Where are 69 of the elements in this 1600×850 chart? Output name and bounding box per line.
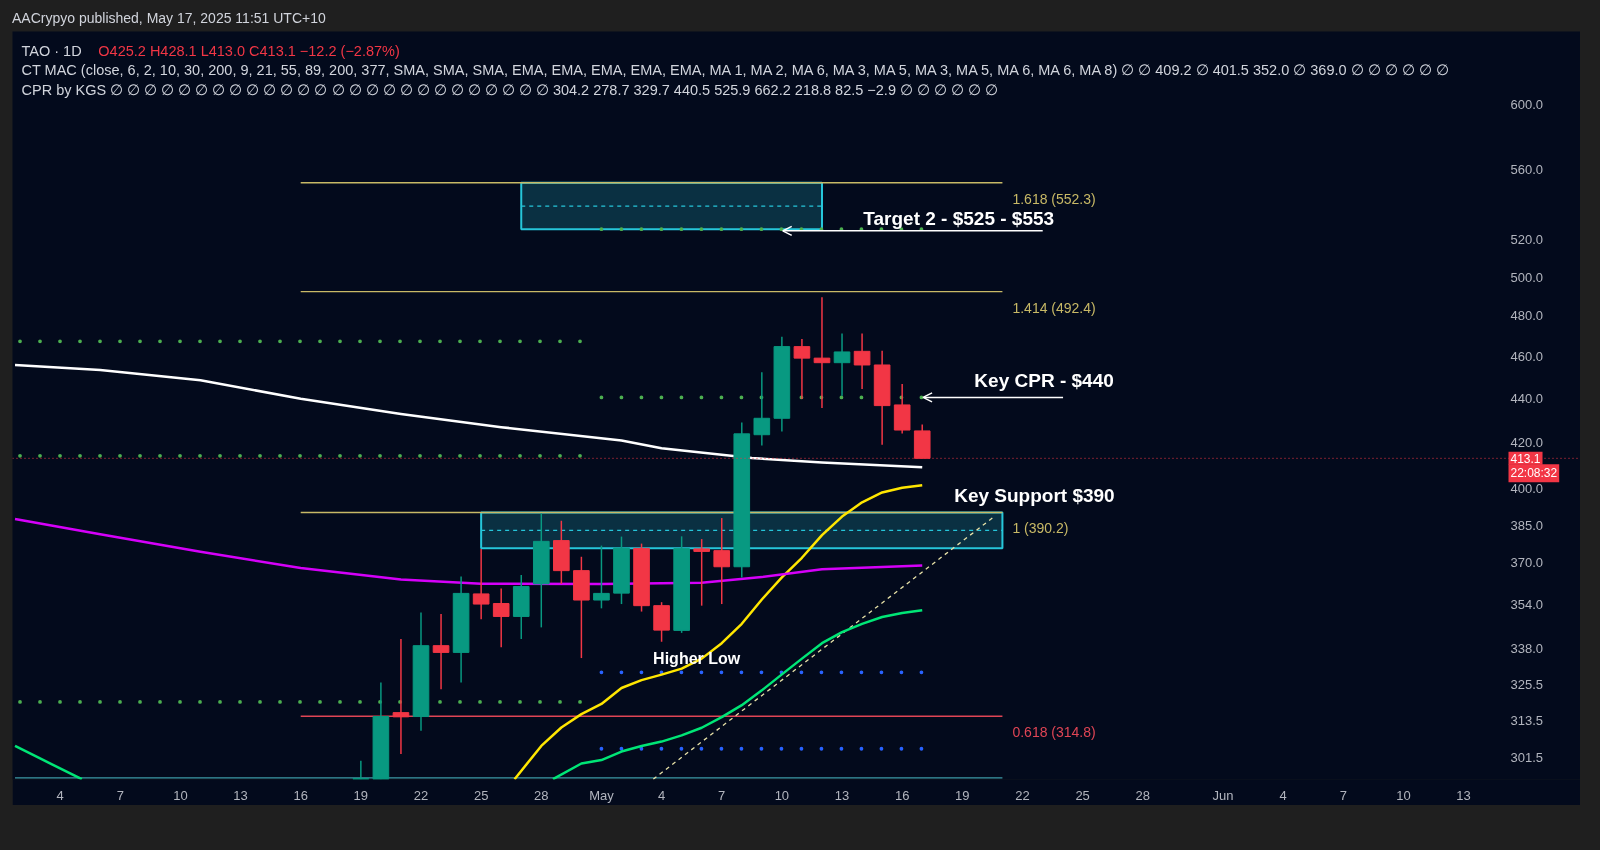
x-tick-label: 13	[1456, 787, 1471, 803]
candlestick	[833, 332, 851, 397]
x-tick-label: 25	[1075, 787, 1090, 803]
x-tick-label: 13	[834, 787, 850, 803]
candlestick	[793, 338, 811, 400]
annotation: Target 2 - $525 - $553	[863, 208, 1055, 230]
x-tick-label: 22	[413, 787, 429, 803]
y-tick-label: 354.0	[1510, 597, 1544, 613]
y-tick-label: 400.0	[1510, 481, 1544, 497]
x-tick-label: 4	[1279, 787, 1287, 803]
x-tick-label: 7	[1339, 787, 1347, 803]
x-tick-label: 25	[473, 787, 489, 803]
annotation: CPR by KGS ∅ ∅ ∅ ∅ ∅ ∅ ∅ ∅ ∅ ∅ ∅ ∅ ∅ ∅ ∅ ∅ ∅ ∅ ∅ ∅ ∅ ∅ ∅ ∅ ∅ ∅ 304.2 278.7 329.7 440.5 525.9 662.2 218.8 82.5 −2.9 ∅ ∅ ∅ ∅ ∅ ∅	[21, 82, 999, 98]
y-tick-label: 325.5	[1510, 677, 1544, 693]
series-label: 1.618 (552.3)	[1012, 190, 1096, 207]
x-tick-label: 10	[173, 787, 188, 803]
series-label: 0.618 (314.8)	[1012, 724, 1096, 741]
x-tick-label: 7	[116, 787, 124, 803]
ref-line-label: 413.1	[1510, 451, 1541, 466]
candlestick	[713, 517, 731, 605]
candlestick	[492, 587, 510, 649]
candlestick	[472, 548, 490, 620]
candlestick	[813, 296, 831, 409]
x-tick-label: 10	[1396, 787, 1411, 803]
text: AACrypyo published, May 17, 2025 11:51 UTC+10	[11, 9, 326, 28]
y-tick-label: 385.0	[1510, 517, 1544, 533]
x-tick-label: May	[589, 787, 615, 803]
y-tick-label: 460.0	[1510, 348, 1544, 364]
y-tick-label: 520.0	[1510, 232, 1544, 248]
y-tick-label: 500.0	[1510, 269, 1544, 285]
y-tick-label: 301.5	[1510, 749, 1544, 765]
series-label: 1 (390.2)	[1012, 520, 1069, 537]
candlestick	[853, 332, 871, 390]
x-tick-label: 16	[293, 787, 308, 803]
text: O425.2 H428.1 L413.0 C413.1 −12.2 (−2.87%)	[98, 42, 400, 59]
candlestick	[432, 613, 450, 690]
annotation: Key CPR - $440	[974, 369, 1114, 391]
x-tick-label: 22	[1015, 787, 1030, 803]
x-tick-label: 28	[534, 787, 549, 803]
x-tick-label: 13	[233, 787, 248, 803]
annotation: Higher Low	[653, 650, 741, 668]
annotation: 22:08:32	[1510, 466, 1558, 481]
x-tick-label: 7	[718, 787, 726, 803]
annotation: CT MAC (close, 6, 2, 10, 30, 200, 9, 21, 55, 89, 200, 377, SMA, SMA, SMA, EMA, EMA, EMA, EMA, EMA, MA 1, MA 2, MA 6, MA 3, MA 5, MA 3, MA 5, MA 6, MA 6, MA 8) ∅ ∅ 409.2 ∅ 401.5 352.0 ∅ 369.0 ∅ ∅ ∅ ∅ ∅ ∅	[21, 62, 1449, 78]
x-tick-label: 16	[894, 787, 910, 803]
y-tick-label: 313.5	[1510, 712, 1544, 728]
x-tick-label: Jun	[1212, 787, 1234, 803]
candlestick	[593, 544, 610, 610]
y-tick-label: 370.0	[1510, 555, 1544, 571]
text: TAO · 1D	[21, 42, 82, 59]
x-tick-label: 28	[1135, 787, 1150, 803]
series-label: 1.414 (492.4)	[1012, 299, 1096, 316]
y-tick-label: 480.0	[1510, 308, 1544, 324]
candlestick	[753, 371, 771, 447]
y-tick-label: 600.0	[1510, 96, 1544, 112]
line-series	[513, 484, 924, 780]
annotation: Key Support $390	[954, 484, 1115, 506]
x-tick-label: 19	[353, 787, 369, 803]
y-tick-label: 420.0	[1510, 435, 1544, 451]
x-tick-label: 4	[657, 787, 666, 803]
line-series	[13, 363, 924, 469]
x-tick-label: 19	[955, 787, 970, 803]
y-tick-label: 560.0	[1510, 162, 1544, 178]
y-tick-label: 440.0	[1510, 390, 1544, 406]
candlestick	[693, 538, 710, 607]
y-tick-label: 338.0	[1510, 641, 1544, 657]
candlestick	[392, 638, 410, 755]
x-tick-label: 4	[56, 787, 64, 803]
x-tick-label: 10	[774, 787, 790, 803]
